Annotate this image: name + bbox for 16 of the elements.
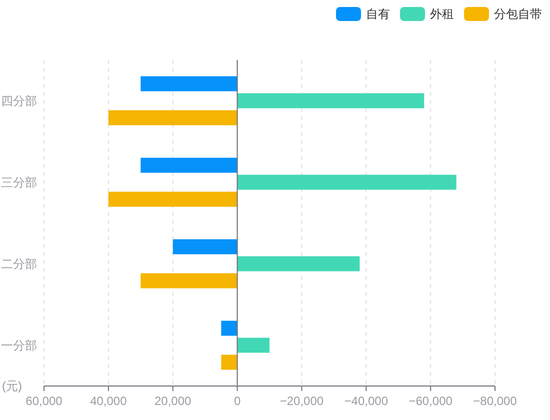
x-axis-title: (元): [2, 379, 22, 393]
x-tick-label: −40,000: [344, 394, 388, 408]
x-tick-label: 40,000: [90, 394, 128, 408]
x-tick-label: −80,000: [473, 394, 518, 408]
y-tick-label: 一分部: [1, 338, 37, 352]
legend-label: 自有: [366, 7, 390, 21]
legend-label: 分包自带: [494, 7, 542, 21]
x-tick-label: 0: [234, 394, 241, 408]
x-tick-label: −20,000: [280, 394, 324, 408]
y-tick-label: 四分部: [1, 94, 37, 108]
x-tick-label: −60,000: [408, 394, 453, 408]
x-tick-label: 20,000: [154, 394, 192, 408]
x-tick-label: 60,000: [26, 394, 63, 408]
y-tick-label: 二分部: [1, 256, 37, 271]
y-tick-label: 三分部: [1, 175, 37, 190]
legend-label: 外租: [430, 7, 454, 21]
